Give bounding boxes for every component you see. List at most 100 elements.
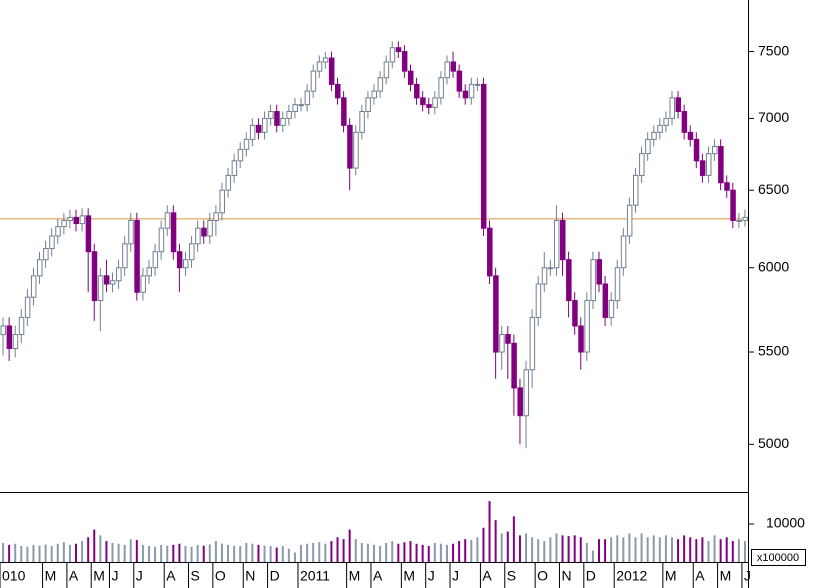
candle-body bbox=[493, 275, 499, 353]
candle-body bbox=[73, 216, 80, 225]
volume-bar bbox=[166, 545, 169, 562]
candle-body bbox=[596, 259, 603, 285]
volume-bar bbox=[427, 546, 430, 562]
candle-body bbox=[389, 47, 396, 63]
volume-bar bbox=[281, 546, 284, 562]
volume-bar bbox=[512, 516, 515, 562]
volume-bar bbox=[8, 544, 11, 562]
volume-bar bbox=[62, 542, 65, 562]
candle-body bbox=[742, 216, 748, 221]
volume-bar bbox=[445, 544, 448, 562]
candle-body bbox=[590, 259, 596, 302]
volume-bar bbox=[494, 520, 497, 562]
candle-body bbox=[146, 267, 152, 277]
candle-body bbox=[18, 316, 25, 336]
volume-bar bbox=[579, 537, 582, 562]
candle-body bbox=[626, 204, 633, 237]
candle-body bbox=[383, 61, 390, 79]
volume-bar bbox=[366, 543, 369, 562]
candle-body bbox=[280, 117, 286, 126]
candle-body bbox=[213, 212, 219, 221]
volume-bar bbox=[488, 501, 491, 562]
candle-body bbox=[316, 61, 323, 72]
candle-body bbox=[201, 227, 207, 237]
candle-body bbox=[718, 145, 724, 184]
y-tick-label: 5000 bbox=[758, 435, 789, 451]
candle-body bbox=[55, 226, 61, 237]
volume-bar bbox=[701, 537, 704, 562]
y-tick-label: 6000 bbox=[758, 258, 789, 274]
volume-bar bbox=[269, 546, 272, 562]
candle-body bbox=[420, 97, 426, 106]
candle-body bbox=[438, 77, 444, 99]
volume-bar bbox=[616, 535, 619, 562]
candle-body bbox=[195, 227, 201, 245]
volume-bar bbox=[476, 537, 479, 562]
volume-bar bbox=[664, 535, 667, 562]
volume-bar bbox=[385, 542, 388, 562]
volume-bar bbox=[518, 535, 521, 562]
candle-body bbox=[529, 316, 536, 371]
volume-bar bbox=[640, 533, 643, 562]
multiplier-box bbox=[751, 549, 806, 566]
volume-bar bbox=[737, 539, 740, 562]
candle-body bbox=[566, 259, 572, 302]
candle-body bbox=[487, 227, 493, 277]
volume-bar bbox=[610, 537, 613, 562]
volume-bar bbox=[293, 552, 296, 562]
volume-bar bbox=[634, 537, 637, 562]
candle-body bbox=[43, 248, 49, 261]
candle-body bbox=[395, 47, 402, 53]
volume-bar bbox=[695, 539, 698, 562]
candle-body bbox=[584, 300, 590, 353]
candle-body bbox=[608, 300, 615, 318]
volume-bar bbox=[689, 537, 692, 562]
volume-bar bbox=[397, 543, 400, 562]
volume-bar bbox=[658, 537, 661, 562]
candle-body bbox=[468, 83, 475, 99]
volume-bar bbox=[184, 546, 187, 562]
volume-bar bbox=[26, 546, 29, 562]
volume-bar bbox=[336, 537, 339, 562]
x-tick-label: A bbox=[695, 568, 705, 584]
candle-body bbox=[37, 259, 43, 277]
candle-body bbox=[322, 57, 329, 63]
volume-bar bbox=[683, 535, 686, 562]
candle-body bbox=[444, 61, 450, 79]
volume-bar bbox=[354, 539, 357, 562]
y-tick-label: 7000 bbox=[758, 109, 789, 125]
candle-body bbox=[517, 387, 523, 417]
volume-bar bbox=[598, 539, 601, 562]
x-tick-label: M bbox=[45, 568, 57, 584]
volume-bar bbox=[409, 541, 412, 562]
volume-bar bbox=[239, 546, 242, 562]
volume-bar bbox=[500, 533, 503, 562]
volume-bar bbox=[360, 542, 363, 562]
x-tick-label: J bbox=[452, 568, 459, 584]
volume-bar bbox=[318, 542, 321, 562]
candle-body bbox=[724, 182, 730, 191]
candle-body bbox=[407, 70, 414, 85]
x-tick-label: 2012 bbox=[616, 568, 647, 584]
volume-bar bbox=[306, 543, 309, 562]
volume-bar bbox=[482, 527, 485, 562]
volume-bar bbox=[287, 548, 290, 562]
candle-body bbox=[359, 111, 365, 133]
volume-bar bbox=[458, 541, 461, 562]
volume-bar bbox=[56, 543, 59, 562]
x-tick-label: A bbox=[373, 568, 383, 584]
volume-bar bbox=[202, 545, 205, 562]
candle-body bbox=[122, 243, 128, 269]
candle-body bbox=[462, 90, 469, 99]
volume-bar bbox=[99, 535, 102, 562]
volume-bar bbox=[421, 544, 424, 562]
volume-bar bbox=[38, 545, 41, 562]
volume-bar bbox=[391, 541, 394, 562]
volume-bar bbox=[604, 539, 607, 562]
volume-bar bbox=[549, 537, 552, 562]
candle-body bbox=[219, 189, 225, 214]
volume-bar bbox=[257, 544, 260, 562]
candle-body bbox=[371, 90, 377, 99]
candle-body bbox=[560, 219, 566, 261]
volume-bar bbox=[342, 539, 345, 562]
